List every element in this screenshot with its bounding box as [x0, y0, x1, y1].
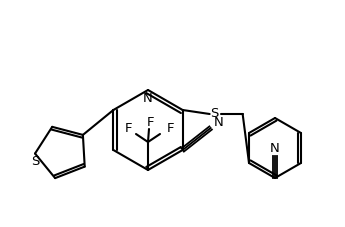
Text: N: N: [270, 141, 280, 155]
Text: S: S: [31, 155, 39, 168]
Text: N: N: [214, 116, 224, 128]
Text: F: F: [146, 116, 154, 128]
Text: N: N: [143, 91, 153, 104]
Text: F: F: [124, 121, 132, 135]
Text: F: F: [166, 121, 174, 135]
Text: S: S: [210, 108, 219, 121]
